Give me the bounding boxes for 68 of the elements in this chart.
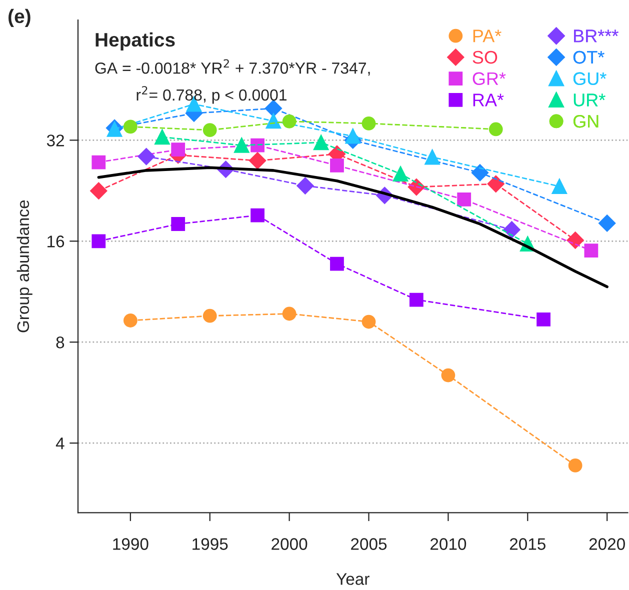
text: Hepatics	[96, 32, 175, 50]
point	[171, 217, 186, 231]
y-tick-label: 16	[48, 236, 64, 248]
point	[123, 314, 138, 328]
point	[123, 120, 138, 134]
point	[536, 312, 550, 326]
annotation: r$^{2}$= 0.788, p < 0.0001	[136, 86, 287, 104]
line-series	[97, 166, 608, 288]
point	[154, 129, 170, 145]
point	[330, 256, 344, 271]
point	[264, 100, 282, 117]
point	[248, 152, 266, 170]
point	[202, 308, 217, 323]
x-tick-label: 2005	[351, 538, 387, 550]
point	[330, 158, 344, 172]
point	[234, 138, 250, 153]
point	[503, 221, 520, 238]
legend-label: UR*	[574, 94, 606, 106]
point	[296, 177, 314, 194]
point	[392, 166, 408, 182]
legend-label: GR*	[472, 72, 506, 86]
point	[598, 214, 616, 232]
point	[424, 149, 440, 165]
legend-label: PA*	[473, 30, 502, 42]
x-tick-label: 2000	[272, 538, 308, 550]
x-tick-label: 1990	[113, 538, 148, 550]
point	[362, 116, 376, 130]
point	[250, 208, 264, 222]
point	[92, 155, 106, 170]
point	[92, 234, 106, 248]
point	[488, 122, 503, 136]
legend-label: SO	[472, 50, 498, 64]
point	[552, 178, 568, 194]
point	[171, 142, 186, 157]
point	[202, 123, 217, 138]
x-tick-label: 1995	[192, 538, 228, 550]
point	[362, 314, 376, 329]
point	[313, 134, 329, 150]
legend-label: OT*	[573, 50, 604, 64]
point	[266, 113, 282, 129]
text: (e)	[8, 8, 30, 27]
point	[566, 232, 584, 249]
point	[584, 244, 598, 258]
y-axis-title: Group abundance	[16, 200, 32, 332]
y-tick-label: 4	[56, 438, 64, 450]
point	[282, 306, 296, 321]
point	[409, 292, 424, 307]
point	[457, 192, 472, 206]
y-tick-label: 32	[46, 134, 64, 146]
point	[250, 138, 264, 152]
legend-label: GU*	[573, 72, 606, 86]
point	[471, 164, 489, 182]
legend-label: RA*	[473, 94, 504, 106]
point	[90, 182, 108, 200]
point	[441, 368, 456, 382]
point	[282, 114, 296, 128]
annotation: GA = -0.0018* YR$^{2}$ + 7.370*YR - 7347,	[95, 59, 370, 76]
point	[345, 128, 361, 144]
x-tick-label: 2010	[430, 538, 466, 550]
x-tick-label: 2020	[589, 538, 625, 550]
x-axis-title: Year	[336, 573, 370, 585]
point	[138, 148, 155, 166]
legend-label: GN	[573, 114, 598, 128]
point	[568, 458, 582, 472]
point	[487, 175, 504, 192]
legend-label: BR***	[574, 30, 618, 42]
y-tick-label: 8	[56, 336, 64, 348]
x-tick-label: 2015	[510, 538, 546, 550]
